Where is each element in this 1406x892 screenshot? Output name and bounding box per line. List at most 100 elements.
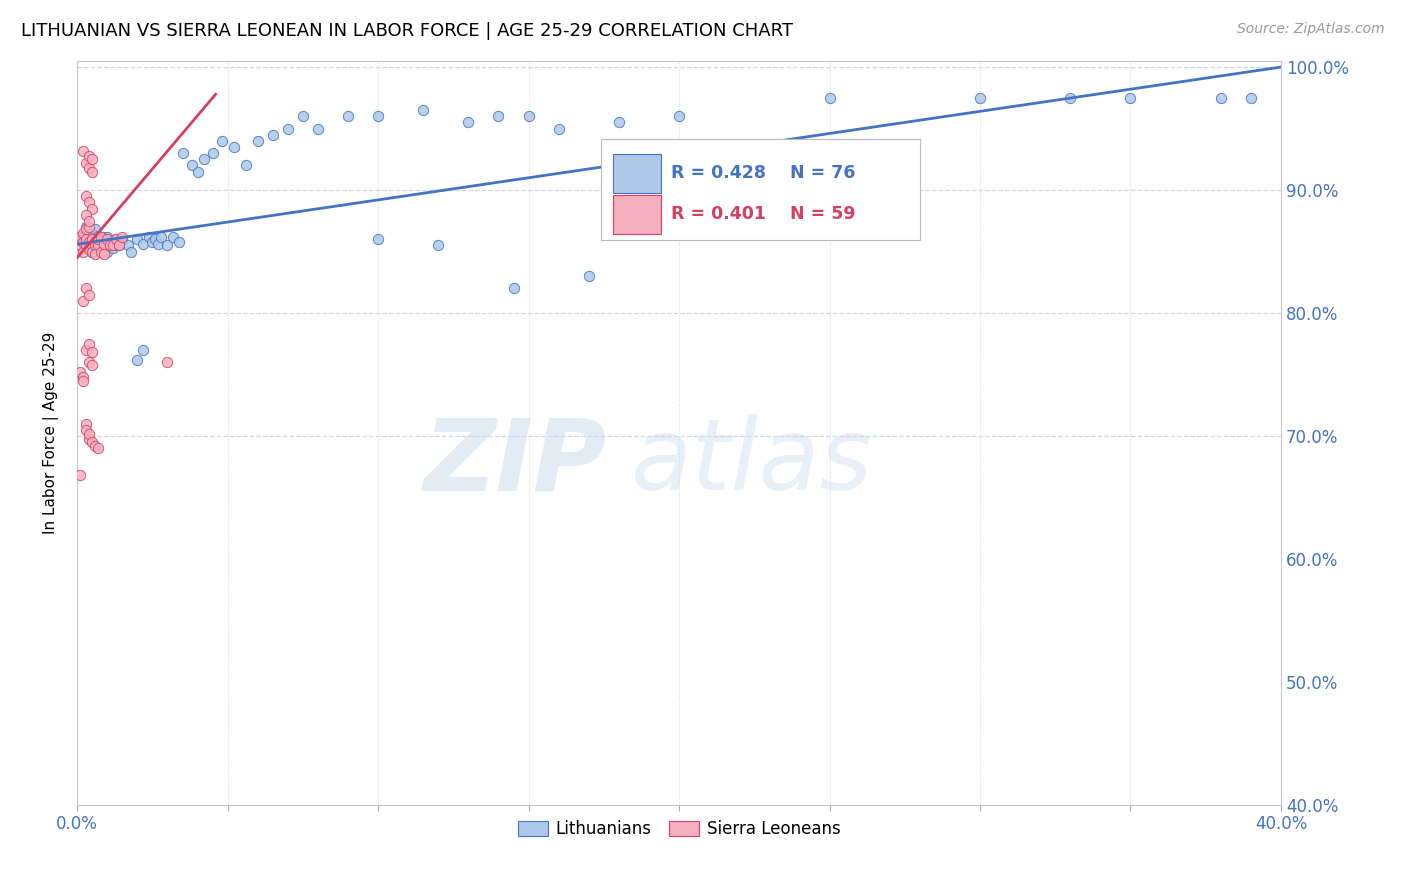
- Point: [111, 232, 134, 246]
- Text: R = 0.401    N = 59: R = 0.401 N = 59: [671, 205, 855, 223]
- Point: [127, 232, 149, 246]
- Point: [103, 235, 125, 249]
- Point: [75, 343, 97, 357]
- Point: [337, 109, 360, 123]
- Point: [75, 417, 97, 431]
- Point: [172, 146, 194, 161]
- Point: [148, 237, 170, 252]
- Point: [77, 161, 100, 175]
- Point: [75, 189, 97, 203]
- Point: [108, 237, 131, 252]
- Point: [108, 238, 131, 252]
- Point: [607, 115, 630, 129]
- Point: [82, 345, 104, 359]
- Point: [82, 244, 104, 259]
- Point: [77, 426, 100, 441]
- Point: [1209, 91, 1232, 105]
- Point: [75, 281, 97, 295]
- Point: [262, 128, 284, 142]
- Point: [105, 232, 128, 246]
- Point: [367, 232, 389, 246]
- Point: [69, 229, 91, 244]
- Point: [90, 238, 112, 252]
- Point: [87, 228, 110, 243]
- Point: [69, 365, 91, 379]
- Point: [75, 208, 97, 222]
- Point: [69, 238, 91, 252]
- Point: [87, 235, 110, 249]
- Point: [87, 238, 110, 252]
- Point: [412, 103, 434, 117]
- Point: [77, 336, 100, 351]
- FancyBboxPatch shape: [613, 194, 661, 234]
- Point: [98, 238, 121, 252]
- Point: [105, 232, 128, 246]
- Point: [818, 91, 841, 105]
- Point: [156, 355, 179, 369]
- Point: [96, 232, 118, 246]
- Point: [488, 109, 510, 123]
- Point: [69, 238, 91, 252]
- Point: [82, 226, 104, 240]
- Point: [72, 244, 94, 259]
- Point: [211, 134, 233, 148]
- Legend: Lithuanians, Sierra Leoneans: Lithuanians, Sierra Leoneans: [510, 814, 848, 845]
- Point: [222, 140, 245, 154]
- Point: [93, 229, 115, 244]
- Point: [72, 226, 94, 240]
- Point: [120, 244, 142, 259]
- Point: [108, 238, 131, 252]
- Point: [77, 355, 100, 369]
- Point: [84, 247, 107, 261]
- Point: [75, 219, 97, 234]
- Point: [969, 91, 991, 105]
- Point: [138, 229, 160, 244]
- Point: [98, 238, 121, 252]
- Text: Source: ZipAtlas.com: Source: ZipAtlas.com: [1237, 22, 1385, 37]
- Point: [187, 164, 209, 178]
- Point: [1240, 91, 1263, 105]
- Point: [132, 237, 155, 252]
- Point: [367, 109, 389, 123]
- Point: [93, 237, 115, 252]
- Point: [103, 237, 125, 252]
- Point: [1119, 91, 1142, 105]
- Point: [111, 229, 134, 244]
- Point: [668, 109, 690, 123]
- Point: [75, 232, 97, 246]
- Point: [82, 244, 104, 259]
- Point: [578, 269, 600, 284]
- Point: [457, 115, 479, 129]
- Point: [84, 238, 107, 252]
- Point: [77, 214, 100, 228]
- Point: [180, 158, 202, 172]
- Point: [72, 370, 94, 384]
- Point: [98, 235, 121, 249]
- Point: [82, 235, 104, 249]
- Point: [169, 235, 191, 249]
- Point: [307, 121, 329, 136]
- Point: [72, 229, 94, 244]
- Point: [84, 238, 107, 252]
- Point: [277, 121, 299, 136]
- Point: [82, 202, 104, 216]
- Point: [90, 232, 112, 246]
- Point: [117, 238, 139, 252]
- Point: [82, 358, 104, 372]
- Point: [84, 439, 107, 453]
- Point: [246, 134, 269, 148]
- Point: [87, 232, 110, 246]
- Point: [427, 238, 450, 252]
- Y-axis label: In Labor Force | Age 25-29: In Labor Force | Age 25-29: [44, 332, 59, 534]
- Text: atlas: atlas: [631, 414, 873, 511]
- Point: [145, 232, 167, 246]
- Point: [75, 238, 97, 252]
- Point: [103, 238, 125, 252]
- Point: [127, 352, 149, 367]
- Point: [75, 222, 97, 236]
- Point: [69, 468, 91, 483]
- Point: [517, 109, 540, 123]
- Text: ZIP: ZIP: [423, 414, 607, 511]
- Point: [90, 229, 112, 244]
- Text: LITHUANIAN VS SIERRA LEONEAN IN LABOR FORCE | AGE 25-29 CORRELATION CHART: LITHUANIAN VS SIERRA LEONEAN IN LABOR FO…: [21, 22, 793, 40]
